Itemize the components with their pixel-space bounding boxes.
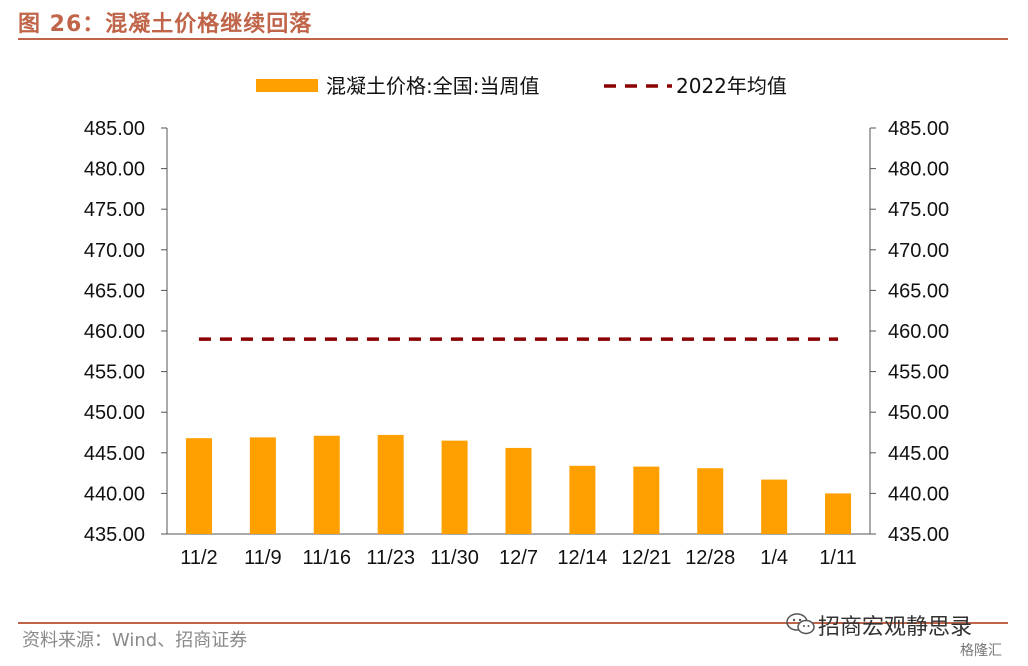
brand-logo-text: 格隆汇 — [960, 643, 1002, 659]
y-tick-label-left: 460.00 — [84, 321, 145, 343]
y-tick-label-left: 475.00 — [84, 199, 145, 221]
y-tick-label-right: 450.00 — [888, 402, 949, 424]
y-tick-label-right: 465.00 — [888, 280, 949, 302]
x-tick-label: 1/11 — [819, 547, 856, 569]
figure-title: 图 26：混凝土价格继续回落 — [18, 12, 313, 37]
y-tick-label-right: 460.00 — [888, 321, 949, 343]
legend-bar-label: 混凝土价格:全国:当周值 — [326, 74, 539, 98]
y-tick-label-left: 480.00 — [84, 159, 145, 181]
bar — [505, 447, 532, 534]
legend-bar-swatch — [256, 79, 318, 92]
x-tick-label: 11/9 — [244, 547, 281, 569]
y-tick-label-left: 465.00 — [84, 280, 145, 302]
y-tick-label-right: 485.00 — [888, 118, 949, 140]
bar — [185, 438, 212, 534]
y-tick-label-right: 455.00 — [888, 362, 949, 384]
y-tick-label-left: 435.00 — [84, 524, 145, 546]
wechat-icon — [786, 613, 815, 635]
y-tick-label-left: 440.00 — [84, 483, 145, 505]
bar — [761, 479, 788, 534]
bar — [633, 466, 660, 534]
watermark-text: 招商宏观静思录 — [818, 615, 973, 640]
bar — [441, 440, 468, 534]
legend: 混凝土价格:全国:当周值 2022年均值 — [256, 74, 787, 98]
x-tick-label: 12/7 — [499, 547, 538, 569]
y-tick-label-left: 485.00 — [84, 118, 145, 140]
y-tick-label-left: 470.00 — [84, 240, 145, 262]
footer-divider — [18, 622, 1008, 624]
y-tick-label-right: 475.00 — [888, 199, 949, 221]
bar — [313, 435, 340, 534]
y-tick-label-right: 480.00 — [888, 159, 949, 181]
bar — [249, 437, 276, 534]
source-note: 资料来源：Wind、招商证券 — [22, 630, 248, 651]
x-tick-label: 11/2 — [180, 547, 217, 569]
bars: 11/2 11/9 11/16 11/23 11/30 12/7 12/14 12/21 12/… — [180, 434, 857, 569]
x-tick-label: 1/4 — [760, 547, 788, 569]
x-tick-label: 12/14 — [557, 547, 607, 569]
bar — [825, 493, 852, 534]
y-tick-label-right: 435.00 — [888, 524, 949, 546]
y-tick-label-right: 445.00 — [888, 443, 949, 465]
y-tick-label-left: 455.00 — [84, 362, 145, 384]
y-tick-label-left: 445.00 — [84, 443, 145, 465]
title-divider — [18, 38, 1008, 40]
legend-line-label: 2022年均值 — [676, 74, 787, 98]
x-tick-label: 11/30 — [430, 547, 479, 569]
axes: 485.00 485.00 480.00 480.00 475.00 475.00 470.… — [84, 118, 949, 546]
x-tick-label: 12/21 — [621, 547, 671, 569]
x-tick-label: 11/16 — [302, 547, 351, 569]
y-tick-label-right: 470.00 — [888, 240, 949, 262]
x-tick-label: 12/28 — [685, 547, 735, 569]
bar — [377, 434, 404, 534]
bar — [697, 468, 724, 534]
y-tick-label-right: 440.00 — [888, 483, 949, 505]
x-tick-label: 11/23 — [366, 547, 415, 569]
y-tick-label-left: 450.00 — [84, 402, 145, 424]
bar — [569, 465, 596, 534]
